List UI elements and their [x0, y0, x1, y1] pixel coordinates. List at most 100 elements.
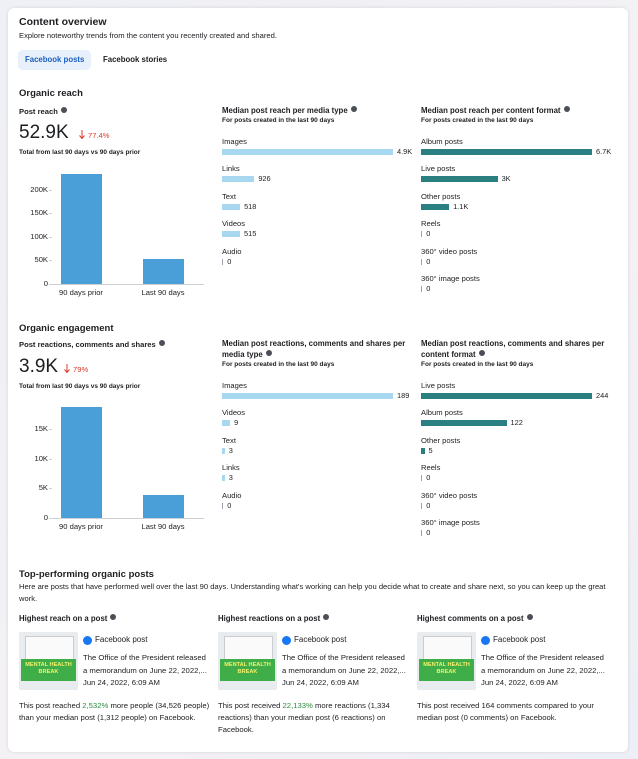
bar-value-label: 0 [426, 256, 431, 266]
card-post-text: The Office of the President released a m… [282, 653, 406, 675]
summary-highlight: 22,133% [282, 701, 313, 710]
card-title-text: Highest reactions on a post [218, 614, 321, 623]
bar [60, 173, 102, 284]
thumbnail[interactable]: MENTAL HEALTH BREAK [218, 632, 277, 690]
metric-label-text: Post reach [19, 107, 58, 116]
bar [222, 149, 393, 155]
chart-title-text: Median post reach per media type [222, 106, 348, 115]
bar [142, 259, 184, 284]
thumbnail[interactable]: MENTAL HEALTH BREAK [19, 632, 78, 690]
card-source: Facebook post [95, 635, 148, 644]
bar [421, 176, 498, 183]
metric-change: 79% [73, 365, 89, 374]
chart-header: Median post reactions, comments and shar… [421, 338, 613, 370]
section-title: Top-performing organic posts [19, 569, 154, 580]
chart-title: Median post reactions, comments and shar… [222, 338, 414, 360]
axis-line [50, 284, 204, 285]
tick-mark [49, 458, 52, 460]
section-title: Organic reach [19, 88, 83, 99]
y-tick-label: 10K [34, 453, 48, 463]
chart-subtitle: For posts created in the last 90 days [222, 361, 335, 368]
bar-category-label: 360° video posts [421, 246, 478, 256]
tick-mark [49, 260, 52, 262]
metric-change: 77.4% [88, 131, 110, 140]
down-arrow [64, 364, 70, 373]
bar-category-label: Videos [222, 408, 246, 418]
bar-value-label: 189 [397, 391, 410, 400]
chart-title: Median post reach per content format [421, 105, 613, 116]
chart-title-text: Median post reactions, comments and shar… [222, 339, 406, 359]
chart-header: Median post reactions, comments and shar… [222, 338, 414, 370]
summary-text: This post received [218, 701, 283, 710]
metric-label: Post reactions, comments and shares [19, 340, 165, 349]
bar-category-label: Links [222, 463, 240, 473]
bar-category-label: Other posts [421, 435, 461, 445]
card-date: Jun 24, 2022, 6:09 AM [83, 678, 160, 687]
bar-category-label: Links [222, 164, 240, 174]
bar-category-label: 360° image posts [421, 518, 480, 527]
bar [222, 203, 241, 210]
info-icon[interactable] [323, 614, 330, 620]
card-title-text: Highest comments on a post [417, 614, 524, 623]
card-summary: This post received 22,133% more reaction… [218, 700, 410, 736]
tick-mark [49, 518, 52, 519]
y-tick-label: 5K [38, 483, 48, 493]
section-description: Here are posts that have performed well … [19, 582, 606, 603]
section-title: Organic engagement [19, 323, 114, 334]
bar-category-label: Album posts [421, 408, 463, 418]
info-icon[interactable] [350, 106, 357, 112]
bar-value-label: 0 [426, 229, 431, 239]
tab[interactable]: Facebook posts [18, 50, 92, 70]
bar [421, 203, 450, 210]
metric-value: 52.9K [19, 122, 69, 143]
bar-value-label: 1.1K [453, 201, 469, 211]
bar [60, 407, 102, 518]
tab[interactable]: Facebook stories [103, 55, 168, 64]
bar-category-label: 360° image posts [421, 274, 480, 283]
thumbnail[interactable]: MENTAL HEALTH BREAK [417, 632, 476, 690]
metric-value: 3.9K [19, 356, 59, 377]
x-tick-label: 90 days prior [59, 522, 103, 531]
axis-line [50, 518, 204, 519]
bar-value-label: 518 [244, 201, 257, 211]
bar-value-label: 244 [596, 391, 609, 400]
y-tick-label: 150K [30, 208, 48, 218]
bar [222, 420, 231, 427]
chart-header: Median post reach per content format For … [421, 105, 613, 126]
tick-mark [49, 213, 52, 215]
info-icon[interactable] [526, 614, 533, 620]
summary-text: more people (34,526 people) than your me… [19, 701, 210, 722]
bar [421, 502, 423, 509]
thumbnail-banner: MENTAL HEALTH BREAK [220, 659, 275, 681]
bar-category-label: Text [222, 435, 236, 445]
info-icon[interactable] [158, 340, 165, 346]
bar-value-label: 0 [426, 284, 431, 293]
bar-value-label: 0 [426, 473, 431, 483]
metric-note: Total from last 90 days vs 90 days prior [19, 149, 141, 156]
bar-category-label: Reels [421, 219, 441, 229]
down-arrow [79, 130, 85, 139]
info-icon[interactable] [60, 107, 67, 113]
info-icon[interactable] [110, 614, 117, 620]
chart-title-text: Median post reactions, comments and shar… [421, 339, 605, 359]
bar-value-label: 515 [243, 229, 257, 239]
fb-icon [83, 636, 92, 645]
chart-subtitle: For posts created in the last 90 days [421, 361, 534, 368]
x-tick-label: Last 90 days [141, 288, 185, 297]
chart-header: Median post reach per media type For post… [222, 105, 414, 126]
card-title-text: Highest reach on a post [19, 614, 108, 623]
info-icon[interactable] [478, 350, 485, 356]
bar-category-label: Text [222, 191, 236, 201]
fb-icon [282, 636, 291, 645]
fb-icon [481, 636, 490, 645]
metric-label: Post reach [19, 107, 67, 116]
info-icon[interactable] [563, 106, 570, 112]
bar-category-label: Audio [222, 490, 242, 500]
bar [421, 530, 423, 536]
bar [421, 420, 507, 427]
bar [421, 149, 592, 155]
card-date: Jun 24, 2022, 6:09 AM [282, 678, 359, 687]
info-icon[interactable] [265, 350, 272, 356]
y-tick-label: 0 [43, 279, 48, 288]
